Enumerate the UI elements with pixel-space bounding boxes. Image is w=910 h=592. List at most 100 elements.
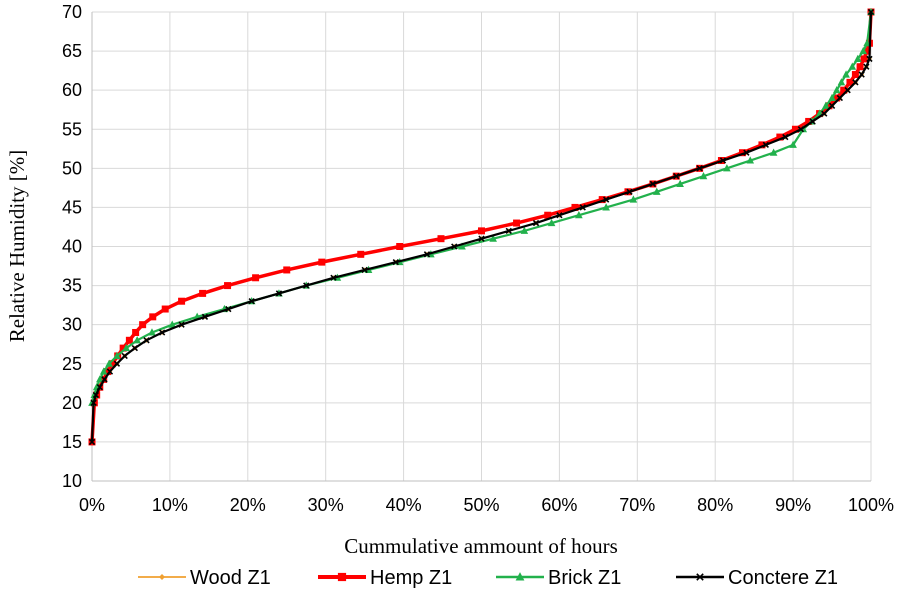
- y-tick-label: 55: [62, 119, 82, 139]
- data-point: [252, 274, 260, 282]
- data-point: [673, 172, 680, 180]
- data-point: [248, 298, 255, 305]
- series-3: [88, 8, 875, 446]
- data-point: [791, 125, 799, 133]
- data-point: [283, 266, 291, 274]
- y-tick-label: 70: [62, 2, 82, 22]
- data-point: [571, 203, 579, 211]
- data-point: [199, 289, 207, 297]
- data-point: [392, 258, 399, 266]
- data-point: [769, 148, 778, 156]
- data-point: [805, 117, 813, 125]
- data-point: [836, 94, 844, 102]
- data-point: [532, 219, 540, 227]
- data-point: [859, 46, 868, 55]
- legend-marker: [337, 572, 347, 582]
- legend-label: Hemp Z1: [370, 567, 452, 589]
- data-point: [489, 234, 497, 242]
- data-point: [652, 187, 661, 195]
- data-point: [451, 243, 458, 250]
- legend-label: Conctere Z1: [728, 567, 838, 589]
- data-point: [719, 157, 727, 164]
- data-point: [505, 227, 512, 235]
- y-tick-label: 15: [62, 432, 82, 452]
- data-point: [863, 63, 870, 70]
- data-point: [626, 188, 633, 195]
- x-tick-label: 100%: [848, 495, 894, 515]
- data-point: [396, 243, 404, 250]
- y-tick-label: 10: [62, 471, 82, 491]
- series-lines: [88, 7, 875, 446]
- x-axis-title: Cummulative ammount of hours: [344, 534, 618, 558]
- data-point: [437, 235, 445, 243]
- data-point: [844, 87, 851, 94]
- data-point: [544, 211, 552, 219]
- data-point: [809, 118, 816, 125]
- y-axis-title: Relative Humidity [%]: [5, 150, 29, 342]
- data-point: [723, 164, 731, 172]
- y-tick-label: 60: [62, 80, 82, 100]
- data-point: [178, 297, 186, 305]
- data-point: [357, 250, 365, 258]
- data-point: [822, 101, 830, 109]
- y-tick-label: 40: [62, 237, 82, 257]
- data-point: [856, 63, 864, 71]
- data-point: [846, 78, 854, 86]
- data-point: [840, 86, 848, 94]
- data-point: [133, 336, 141, 344]
- data-point: [821, 110, 828, 117]
- y-tick-label: 30: [62, 315, 82, 335]
- data-point: [828, 102, 836, 109]
- data-point: [303, 282, 310, 289]
- data-point: [746, 156, 755, 164]
- data-point: [88, 438, 96, 446]
- data-point: [776, 133, 784, 141]
- x-tick-label: 10%: [152, 495, 188, 515]
- data-point: [161, 305, 169, 313]
- data-point: [132, 328, 140, 336]
- legend-item: Hemp Z1: [318, 567, 452, 589]
- data-point: [825, 102, 833, 110]
- data-point: [139, 321, 147, 329]
- x-tick-label: 40%: [386, 495, 422, 515]
- data-point: [90, 399, 97, 406]
- legend-item: Brick Z1: [496, 567, 621, 589]
- data-point: [867, 8, 875, 16]
- data-point: [575, 211, 583, 219]
- data-point: [95, 375, 104, 383]
- data-point: [863, 47, 871, 55]
- data-point: [602, 203, 610, 211]
- data-point: [649, 180, 657, 188]
- legend-marker: [159, 574, 165, 580]
- legend-label: Brick Z1: [548, 567, 621, 589]
- legend: Wood Z1 Hemp Z1 Brick Z1 Conctere Z1: [138, 567, 838, 589]
- data-point: [96, 384, 103, 391]
- x-tick-label: 30%: [308, 495, 344, 515]
- data-point: [556, 212, 563, 219]
- data-point: [837, 78, 846, 86]
- data-point: [598, 196, 606, 204]
- x-tick-label: 90%: [775, 495, 811, 515]
- data-point: [513, 219, 521, 227]
- data-point: [101, 376, 108, 383]
- data-point: [158, 329, 166, 336]
- data-point: [547, 218, 556, 227]
- data-point: [113, 351, 121, 359]
- data-point: [478, 227, 485, 235]
- x-tick-label: 20%: [230, 495, 266, 515]
- x-tick-label: 50%: [463, 495, 499, 515]
- data-point: [797, 126, 805, 133]
- x-tick-label: 60%: [541, 495, 577, 515]
- data-point: [105, 359, 113, 367]
- data-point: [121, 352, 128, 360]
- x-tick-label: 80%: [697, 495, 733, 515]
- gridlines: [91, 11, 872, 482]
- data-point: [361, 266, 368, 274]
- data-point: [762, 141, 770, 149]
- legend-item: Wood Z1: [138, 567, 271, 589]
- data-point: [782, 133, 789, 141]
- data-point: [738, 149, 746, 157]
- data-point: [832, 85, 841, 94]
- data-point: [224, 282, 232, 290]
- data-point: [178, 321, 185, 328]
